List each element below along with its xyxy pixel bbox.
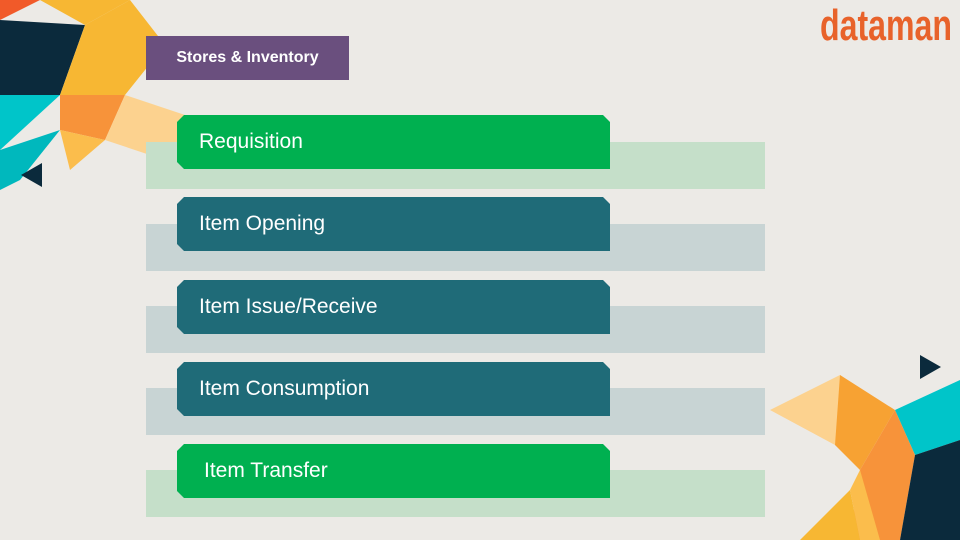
triangle-right-icon[interactable]: [918, 354, 942, 380]
menu-item-item-issue-receive[interactable]: Item Issue/Receive: [177, 280, 610, 334]
triangle-left-icon[interactable]: [20, 162, 44, 188]
menu-item-requisition[interactable]: Requisition: [177, 115, 610, 169]
dataman-logo: dataman: [820, 2, 952, 46]
menu-item-item-consumption[interactable]: Item Consumption: [177, 362, 610, 416]
menu-item-label: Item Issue/Receive: [199, 295, 378, 318]
menu-item-item-transfer[interactable]: Item Transfer: [177, 444, 610, 498]
logo-text: dataman: [820, 2, 952, 46]
section-title: Stores & Inventory: [146, 36, 349, 80]
menu-item-label: Requisition: [199, 130, 303, 153]
menu-item-item-opening[interactable]: Item Opening: [177, 197, 610, 251]
menu-item-label: Item Transfer: [204, 459, 328, 482]
menu-item-label: Item Opening: [199, 212, 326, 235]
menu-item-label: Item Consumption: [199, 377, 370, 400]
